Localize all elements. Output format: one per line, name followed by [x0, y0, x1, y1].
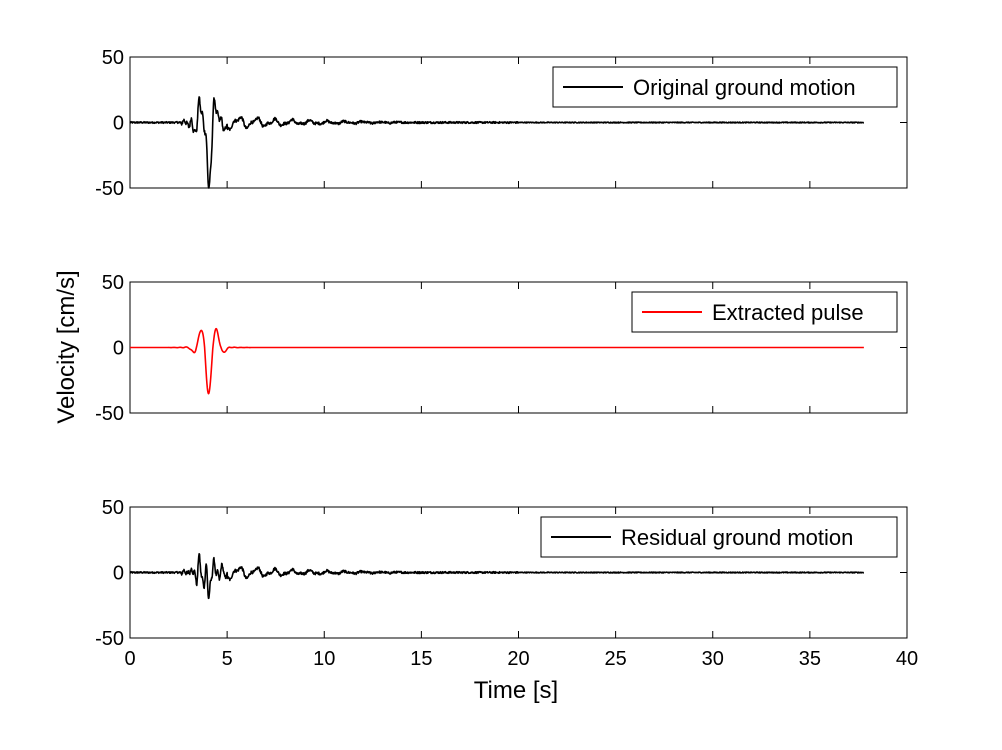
x-tick-label: 0: [124, 648, 135, 670]
y-tick-label: 50: [102, 497, 124, 519]
legend-label: Extracted pulse: [712, 300, 864, 325]
y-tick-label: 0: [113, 338, 124, 360]
y-tick-label: -50: [95, 403, 124, 425]
x-tick-label: 20: [507, 648, 529, 670]
x-tick-label: 40: [896, 648, 918, 670]
y-tick-label: 50: [102, 272, 124, 294]
x-tick-label: 15: [410, 648, 432, 670]
legend-label: Residual ground motion: [621, 525, 853, 550]
y-tick-label: 0: [113, 563, 124, 585]
x-tick-label: 25: [605, 648, 627, 670]
series-line: [129, 96, 865, 189]
y-tick-label: -50: [95, 178, 124, 200]
x-tick-label: 5: [222, 648, 233, 670]
y-tick-label: -50: [95, 628, 124, 650]
y-axis-title: Velocity [cm/s]: [53, 270, 80, 423]
subplot-1: 50 0 -50 Original ground motion: [95, 47, 908, 200]
legend: Residual ground motion: [540, 516, 898, 558]
legend: Original ground motion: [552, 66, 898, 108]
x-axis-title: Time [s]: [474, 677, 558, 704]
y-tick-label: 50: [102, 47, 124, 69]
series-line: [129, 327, 865, 395]
legend: Extracted pulse: [631, 291, 898, 333]
subplot-2: 50 0 -50 Extracted pulse: [95, 272, 908, 425]
x-tick-label: 10: [313, 648, 335, 670]
y-tick-label: 0: [113, 113, 124, 135]
series-line: [129, 552, 865, 600]
x-tick-label: 30: [702, 648, 724, 670]
x-tick-label: 35: [799, 648, 821, 670]
legend-label: Original ground motion: [633, 75, 856, 100]
